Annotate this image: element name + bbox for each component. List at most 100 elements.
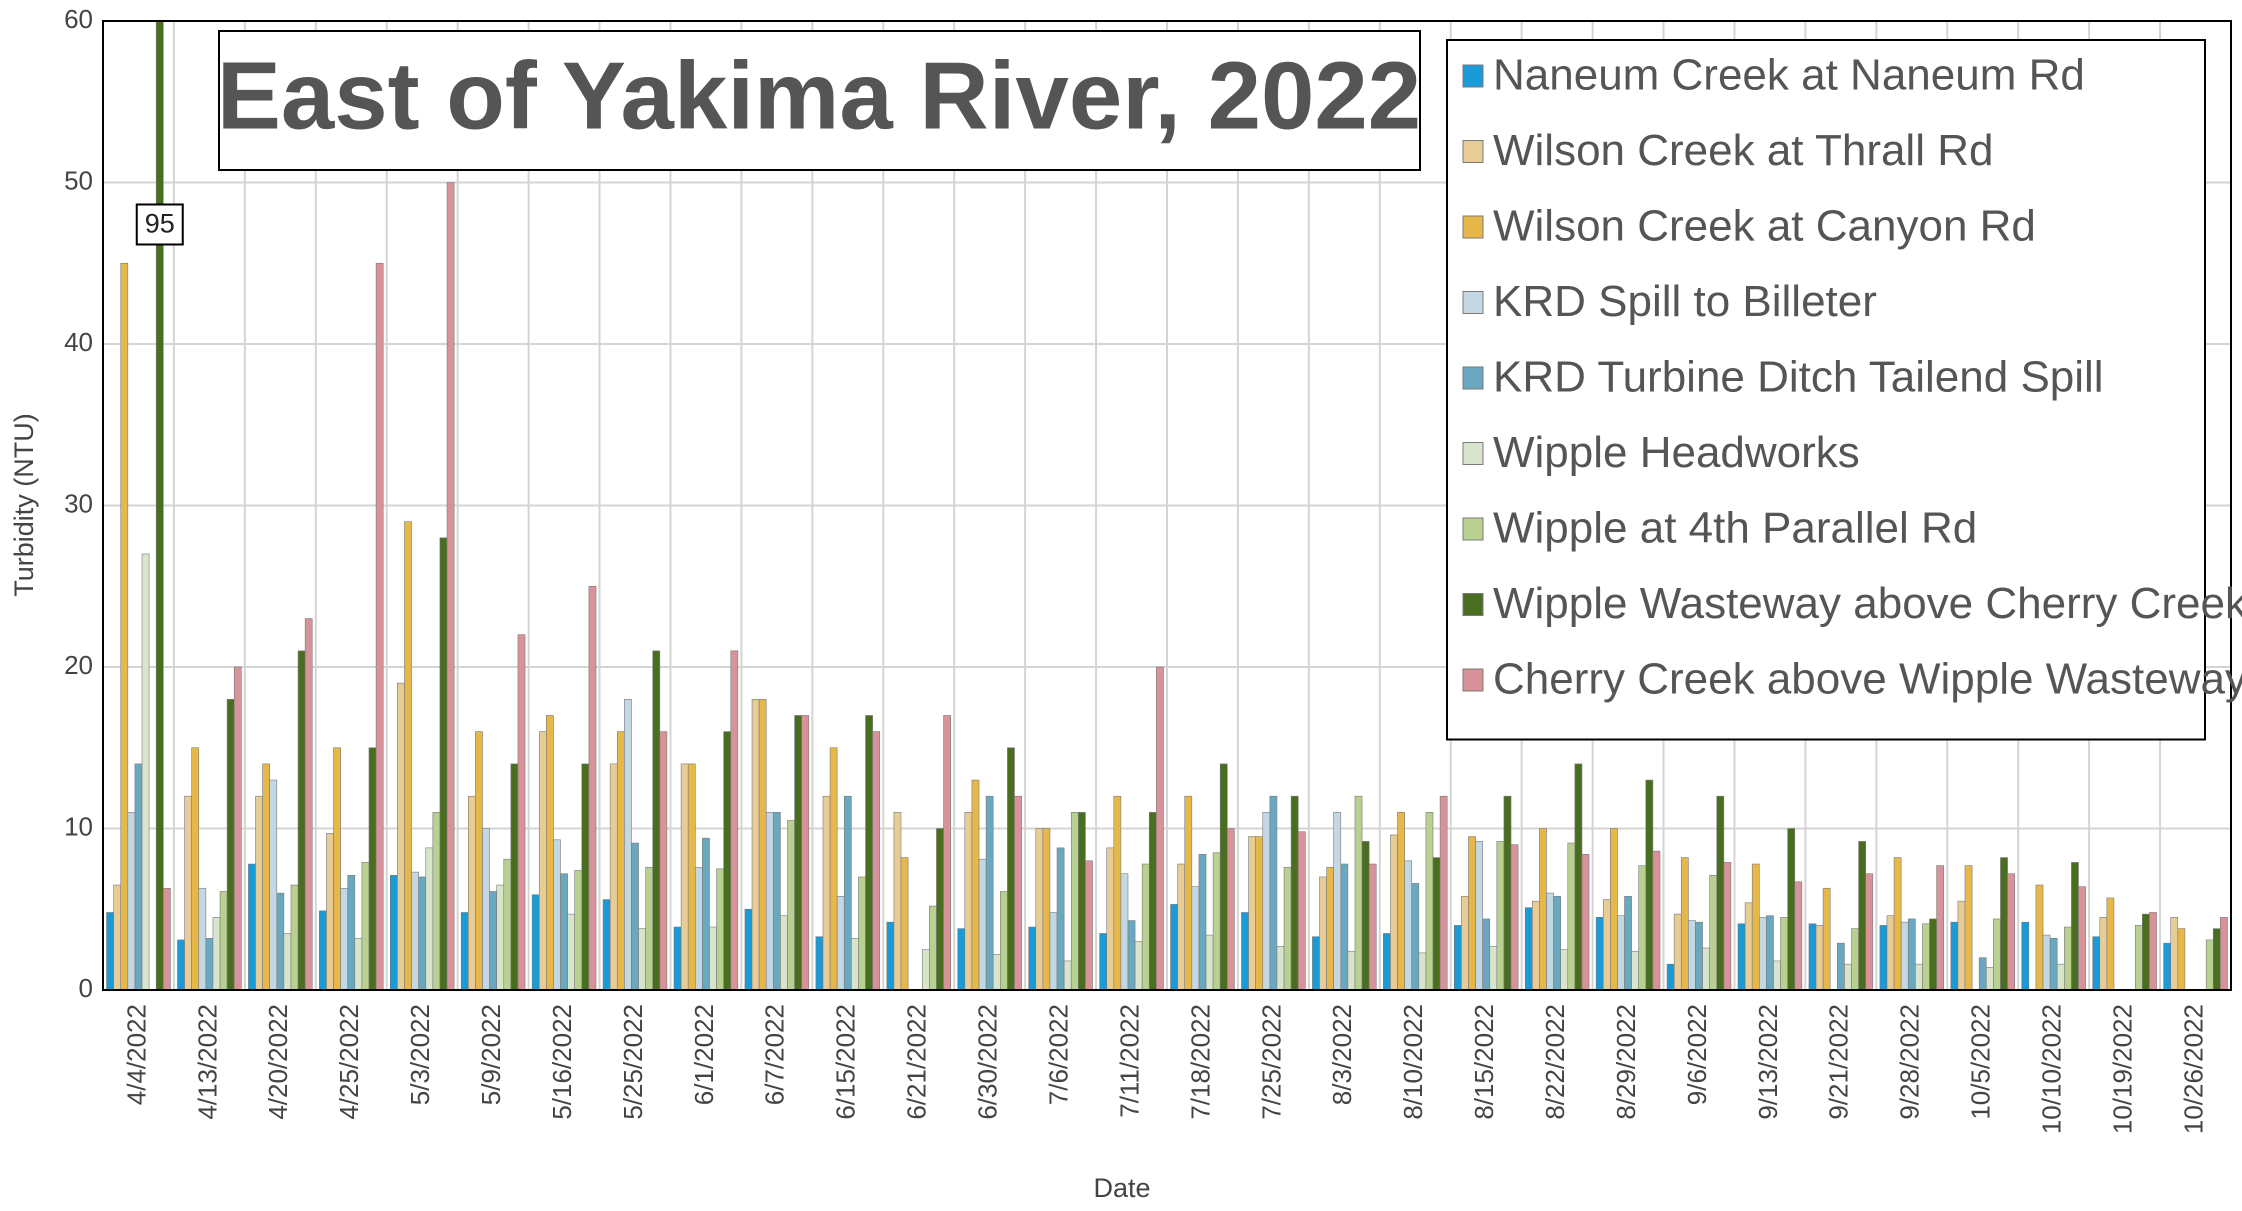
bar [680,763,689,990]
bar [2134,925,2143,990]
bar [1007,747,1015,990]
bar [1453,925,1462,990]
legend-label: KRD Spill to Billeter [1493,277,1877,326]
bar [2000,857,2008,990]
bar [283,933,292,990]
legend-swatch [1462,215,1484,239]
bar [673,926,682,990]
bar [191,747,200,990]
bar [872,731,881,990]
bar [1099,933,1108,990]
bar [985,795,994,990]
bar [1177,863,1186,990]
bar [964,812,973,990]
bar [1624,896,1632,990]
bar [2177,928,2186,990]
x-tick-label: 9/6/2022 [1682,1004,1712,1105]
bar [1312,936,1320,990]
bar [1085,860,1093,990]
bar [326,833,334,990]
bar [1319,876,1327,990]
bar [851,938,859,990]
bar [1482,918,1491,990]
legend-box [1446,39,2206,741]
bar [1978,957,1987,990]
bar [801,715,810,990]
bar [609,763,618,990]
bar [1560,949,1569,990]
x-tick-label: 7/6/2022 [1043,1004,1073,1105]
bar [730,650,739,990]
bar [1503,795,1512,990]
bar [836,896,845,990]
bar [1510,844,1519,990]
bar [1546,892,1554,990]
bar [1673,913,1682,990]
bar [2056,963,2065,990]
bar [418,876,427,990]
bar [2205,939,2214,990]
bar [1425,812,1434,990]
bar [2071,862,2079,990]
bar [1652,850,1661,990]
bar [765,812,774,990]
bar [716,868,724,990]
bar [758,698,767,990]
bar [1347,950,1356,990]
x-tick-label: 5/9/2022 [476,1004,506,1105]
bar [162,887,171,990]
bar [1666,963,1675,990]
bar [1794,881,1803,990]
bar [1574,763,1583,990]
bar [368,747,377,990]
bar [1333,812,1342,990]
bar [2021,921,2030,990]
bar [2035,884,2044,990]
bar [1212,852,1221,990]
bar [1106,847,1115,990]
x-tick-label: 5/3/2022 [405,1004,435,1105]
bar [1815,925,1824,990]
value-label: 95 [145,209,175,239]
bar [1837,942,1845,990]
bar [397,682,405,990]
y-axis-label: Turbidity (NTU) [9,413,39,597]
bar [496,884,505,990]
x-tick-label: 5/16/2022 [547,1004,577,1120]
bar [638,928,646,990]
bar [1581,854,1590,990]
legend-label: Wilson Creek at Canyon Rd [1493,202,2036,251]
bar [1865,873,1874,990]
y-tick-label: 10 [64,811,93,841]
bar [1361,841,1370,990]
bar [971,779,980,990]
bar [773,812,781,990]
bar [1468,836,1476,990]
bar [1957,900,1966,990]
bar [262,763,270,990]
bar [1567,842,1576,990]
bar [1063,960,1072,990]
bar [1205,934,1214,990]
bar [2170,917,2179,990]
bar [2142,913,2150,990]
bar [1532,900,1540,990]
bar [2064,926,2072,990]
x-tick-label: 6/1/2022 [689,1004,719,1105]
bar [177,939,185,990]
bar [538,731,547,990]
bar [1404,860,1413,990]
bar [2106,897,2115,990]
bar [546,715,554,990]
bar [1120,873,1129,990]
bar [588,585,597,990]
x-tick-label: 9/28/2022 [1895,1004,1925,1120]
bar [893,812,902,990]
bar [354,938,363,990]
bar [106,912,114,990]
bar [1368,863,1377,990]
bar [425,847,434,990]
x-tick-label: 10/19/2022 [2107,1004,2137,1134]
bar [2099,917,2108,990]
